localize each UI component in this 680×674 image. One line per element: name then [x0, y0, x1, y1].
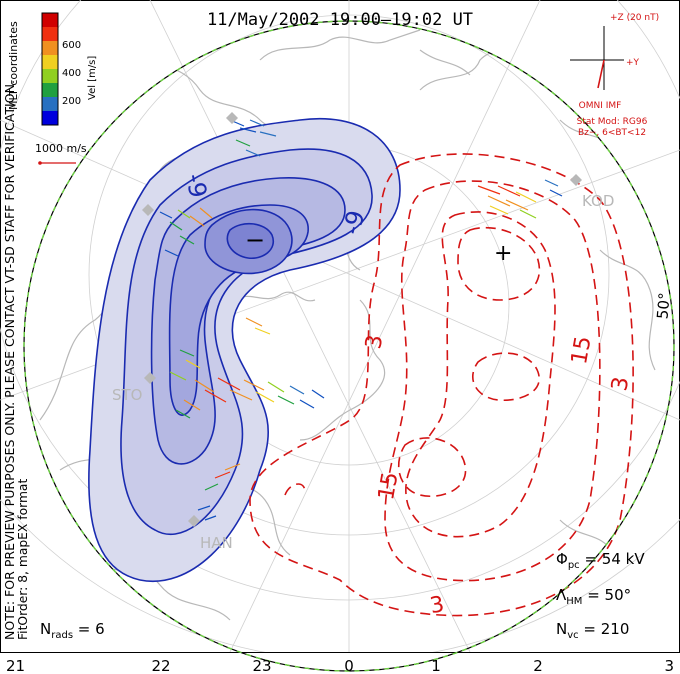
imf-z-label: +Z (20 nT) [610, 13, 659, 23]
colorbar-tick: 400 [62, 68, 81, 79]
potential-max-marker: + [494, 241, 512, 266]
imf-vector [597, 59, 605, 89]
colorbar-swatch [42, 27, 58, 41]
station-label-han: HAN [200, 534, 233, 552]
colorbar-swatch [42, 111, 58, 125]
contour-label: 3 [428, 592, 446, 619]
mlt-tick-label: 0 [344, 657, 354, 674]
coordinates-label: MLT coordinates [7, 21, 20, 110]
potential-min-marker: − [245, 226, 265, 254]
latitude-label: 50° [653, 292, 673, 320]
colorbar-swatch [42, 69, 58, 83]
mlt-tick-label: 21 [6, 657, 25, 674]
imf-condition-label: Bz−, 6<BT<12 [578, 128, 646, 138]
colorbar-swatch [42, 55, 58, 69]
n-vc-readout: Nvc = 210 [556, 620, 629, 641]
n-rads-readout: Nrads = 6 [40, 620, 105, 641]
station-marker-sto [144, 372, 156, 384]
mlt-axis: 21 22 23 0 1 2 3 [6, 657, 674, 674]
contour-label: 15 [374, 470, 403, 502]
mlt-tick-label: 22 [151, 657, 170, 674]
map-title: 11/May/2002 19:00–19:02 UT [207, 10, 473, 30]
station-marker-kod [570, 174, 582, 186]
negative-potential-cell [88, 117, 401, 583]
velocity-scale-dot [38, 161, 42, 165]
colorbar-swatch [42, 97, 58, 111]
mlt-tick-label: 23 [252, 657, 271, 674]
stat-model-label: Stat Mod: RG96 [577, 117, 648, 127]
contour-label: -9 [180, 172, 212, 200]
station-marker-han [188, 515, 200, 527]
contour-label: 3 [607, 375, 634, 393]
imf-y-label: +Y [626, 58, 640, 68]
colorbar-swatch [42, 13, 58, 27]
velocity-colorbar [41, 12, 59, 126]
lambda-hm-readout: ΛHM = 50° [556, 586, 631, 607]
hm-boundary [23, 20, 675, 672]
velocity-vectors [159, 119, 563, 521]
phi-pc-readout: Φpc = 54 kV [556, 550, 645, 571]
contour-label: 15 [567, 334, 596, 366]
mlt-tick-label: 2 [533, 657, 543, 674]
mlt-tick-label: 3 [664, 657, 674, 674]
radar-stations [142, 112, 582, 527]
colorbar-tick: 600 [62, 40, 81, 51]
colorbar-swatch [42, 83, 58, 97]
colorbar-tick: 200 [62, 96, 81, 107]
mlt-tick-label: 1 [431, 657, 441, 674]
fit-order-note: FitOrder: 8, mapEX format [16, 479, 30, 640]
station-marker-west [142, 204, 154, 216]
colorbar-swatch [42, 41, 58, 55]
positive-potential-cell [249, 153, 634, 617]
velocity-scale-label: 1000 m/s [35, 142, 87, 155]
imf-source-label: OMNI IMF [579, 101, 622, 111]
contour-label: 3 [361, 333, 388, 351]
preview-note: NOTE: FOR PREVIEW PURPOSES ONLY. PLEASE … [3, 80, 17, 640]
station-label-kod: KOD [582, 192, 614, 210]
station-label-sto: STO [112, 386, 143, 404]
station-marker-north [226, 112, 238, 124]
colorbar-unit-label: Vel [m/s] [87, 56, 98, 100]
